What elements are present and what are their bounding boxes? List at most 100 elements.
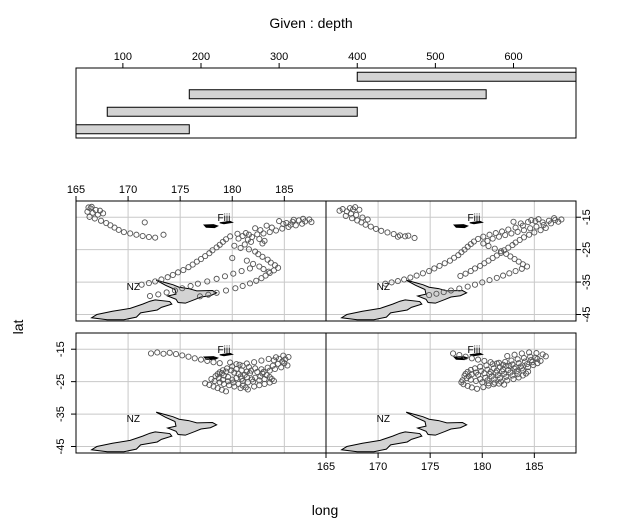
scatter-point [477,262,484,269]
x-tick-label: 165 [317,461,335,473]
scatter-point [462,270,469,277]
scatter-point [133,231,140,238]
scatter-point [221,273,229,280]
scatter-point [180,267,187,274]
scatter-point [258,275,265,282]
scatter-point [242,230,249,237]
scatter-point [511,365,518,372]
scatter-point [528,217,535,224]
map-label: NZ [127,282,140,293]
scatter-point [504,377,511,384]
scatter-point [508,357,515,364]
scatter-point [533,223,540,230]
scatter-point [238,375,245,382]
scatter-point [467,366,474,374]
y-tick-label: -35 [55,406,67,422]
map-label: NZ [127,414,140,425]
x-axis-bottom: 165 170 175 180 185 [317,453,544,473]
scatter-point [84,208,91,215]
scatter-point [505,366,512,374]
scatter-point [269,362,276,369]
scatter-point [266,367,273,374]
scatter-point [462,353,469,360]
scatter-point [359,214,366,221]
scatter-point [367,223,374,230]
scatter-point [468,355,475,362]
scatter-point [436,262,443,269]
scatter-point [280,220,287,228]
scatter-point [270,377,277,385]
scatter-point [506,363,513,370]
scatter-point [246,280,254,287]
scatter-point [539,351,546,358]
scatter-panel: Fiji NZ [325,332,577,454]
scatter-point [518,350,525,357]
scatter-point [152,278,159,285]
scatter-point [191,355,198,362]
scatter-point [456,285,463,292]
scatter-point [250,260,257,267]
y-tick-label: -45 [581,307,593,323]
scatter-point [232,285,239,292]
scatter-point [426,292,433,299]
scatter-points [84,203,315,300]
scatter-point [214,385,221,392]
scatter-point [164,274,171,281]
y-tick-label: -25 [581,242,593,258]
scatter-point [152,234,159,241]
scatter-point [194,280,201,287]
scatter-point [263,222,270,229]
x-tick-label: 175 [171,184,189,196]
scatter-point [127,230,134,237]
scatter-point [276,218,283,225]
scatter-point [493,274,500,281]
scatter-point [339,206,346,213]
scatter-point [492,369,499,376]
scatter-point [218,386,225,393]
scatter-point [251,359,258,366]
x-tick-label: 165 [67,184,85,196]
scatter-point [202,253,209,260]
scatter-point [527,353,534,360]
scatter-point [504,352,511,360]
scatter-point [498,228,506,235]
scatter-point [529,359,536,366]
given-ticks: 100 200 300 400 500 600 [114,51,523,68]
scatter-point [213,289,220,296]
scatter-point [243,360,250,367]
scatter-point [537,357,544,364]
scatter-point [503,373,510,380]
scatter-point [520,227,527,234]
scatter-point [308,219,315,226]
scatter-point [160,231,167,238]
scatter-point [537,227,544,234]
scatter-point [440,289,447,296]
landmass-nz [155,411,218,436]
scatter-panel: Fiji NZ [325,200,577,322]
scatter-point [246,370,254,377]
landmass-fiji [453,224,469,229]
panel-grid [325,333,576,453]
scatter-point [451,254,458,261]
x-tick-label: 170 [119,184,137,196]
scatter-point [187,282,194,290]
scatter-point [506,270,513,277]
scatter-point [501,381,508,388]
map-label: Fiji [218,345,231,356]
scatter-point [348,215,356,222]
scatter-point [247,238,255,245]
scatter-point [372,225,380,232]
y-tick-label: -35 [581,274,593,290]
scatter-point [252,225,259,232]
scatter-point [394,233,401,240]
scatter-point [526,231,533,238]
scatter-point [407,274,414,281]
scatter-point [146,292,154,300]
scatter-point [480,233,487,240]
scatter-point [216,360,223,367]
landmass-nz [340,299,423,321]
scatter-point [473,385,481,392]
scatter-point [446,257,454,264]
scatter-points [147,349,292,395]
